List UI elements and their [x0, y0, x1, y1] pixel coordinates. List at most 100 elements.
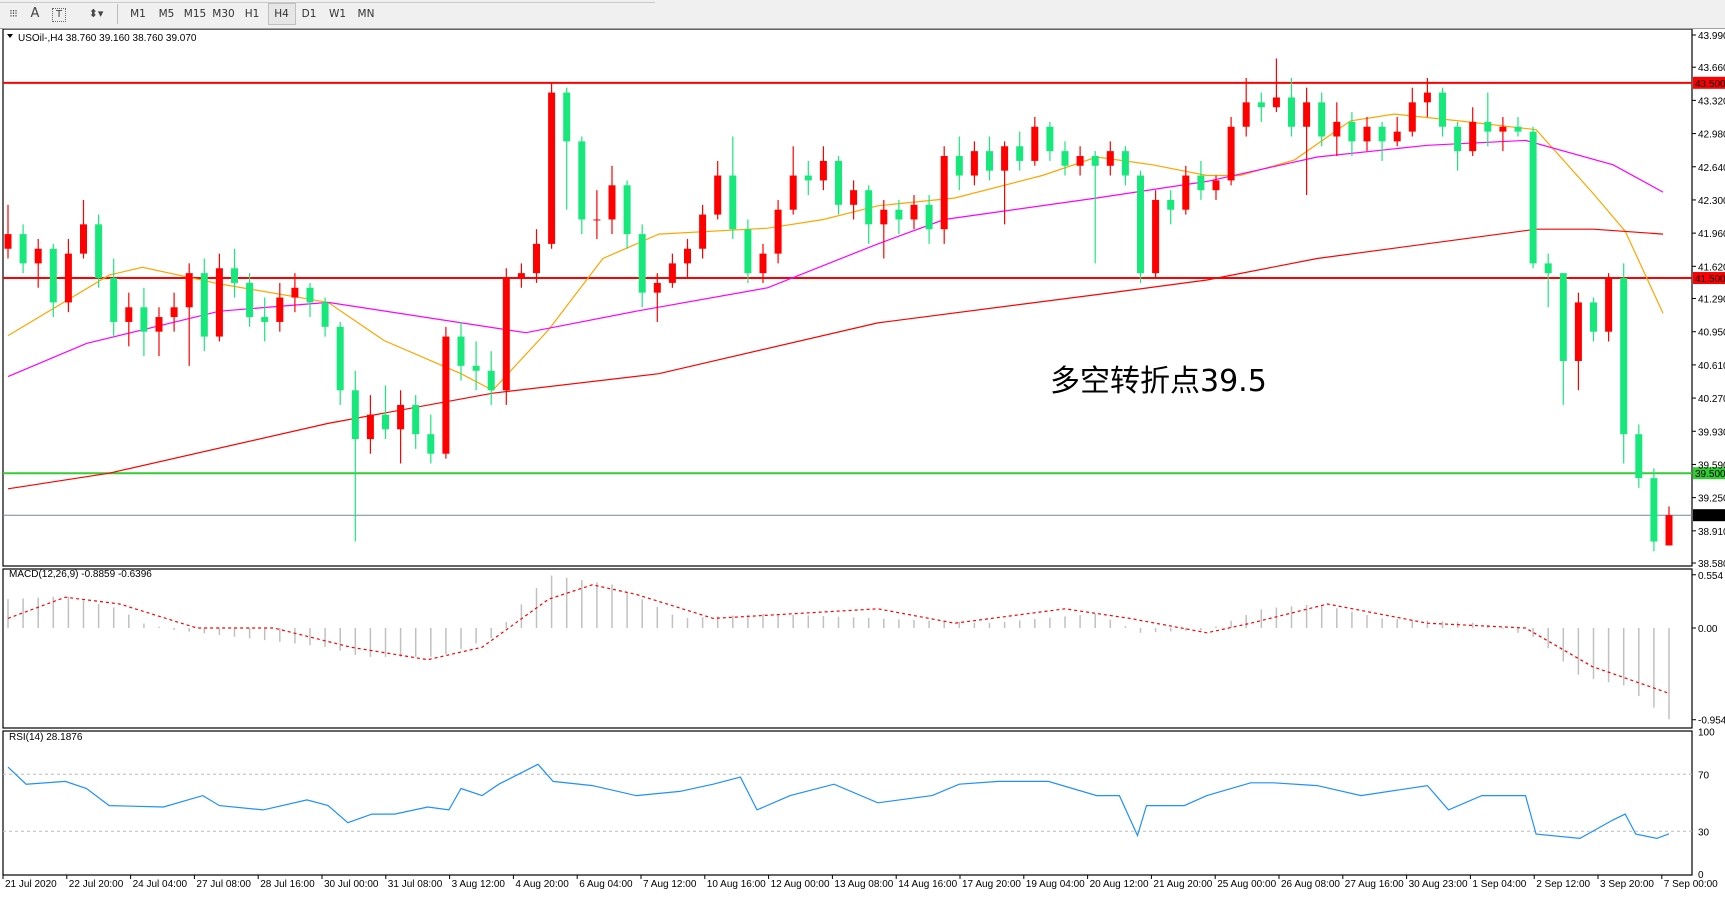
candle-body [835, 160, 842, 205]
candle-body [789, 175, 797, 210]
timeframe-d1[interactable]: D1 [301, 8, 317, 20]
candle-body [382, 414, 389, 430]
text-a-icon[interactable]: A [30, 6, 40, 21]
candle-body [1106, 151, 1114, 166]
candle-body [578, 141, 586, 220]
candle-body [80, 224, 87, 254]
macd-signal-line [7, 584, 1670, 694]
timeframe-h1[interactable]: H1 [244, 8, 260, 20]
candle-body [638, 234, 646, 293]
toolbar-separator [117, 4, 118, 24]
candle-body [1574, 302, 1582, 361]
candle-body [1031, 126, 1039, 161]
candle-body [1061, 151, 1069, 166]
price-tick-label: 42.300 [1698, 196, 1725, 207]
price-tag-bg [1693, 272, 1725, 285]
price-tick-label: 43.320 [1698, 96, 1725, 107]
candle-body [925, 204, 933, 230]
price-tick-label: 41.960 [1698, 229, 1725, 240]
collapse-triangle-icon[interactable] [7, 34, 13, 38]
candle-body [714, 175, 722, 215]
time-tick-label: 1 Sep 04:00 [1472, 879, 1526, 890]
time-tick-label: 30 Aug 23:00 [1409, 879, 1468, 890]
macd-panel: 0.554 0.00 -0.9545 [7, 571, 1725, 727]
candle-body [1514, 126, 1522, 132]
timeframe-w1[interactable]: W1 [328, 8, 347, 20]
moving-average-line [7, 228, 1664, 490]
candle-body [1529, 131, 1537, 264]
candle-body [502, 278, 510, 391]
candle-body [593, 219, 601, 221]
candle-body [1272, 97, 1280, 108]
price-tag-label: 39.070 [1695, 511, 1725, 522]
timeframe-m15[interactable]: M15 [183, 8, 207, 20]
candle-body [1393, 131, 1401, 142]
time-axis: 21 Jul 2020 22 Jul 20:00 24 Jul 04:00 27 Ju… [2, 875, 1718, 890]
candle-body [1484, 121, 1492, 132]
candle-body [865, 190, 873, 225]
grid-icon[interactable]: ⁝⁝⁝ [9, 7, 18, 20]
candle-body [986, 151, 993, 171]
timeframe-m1[interactable]: M1 [130, 8, 146, 20]
arrows-icon[interactable]: ⬍▾ [88, 7, 104, 20]
candle-body [487, 370, 495, 391]
moving-average-line [7, 139, 1664, 378]
panel-frames [2, 29, 1693, 876]
rsi-tick-label: 30 [1698, 827, 1710, 838]
candles [4, 58, 1673, 552]
time-tick-label: 27 Aug 16:00 [1345, 879, 1404, 890]
time-tick-label: 4 Aug 20:00 [515, 879, 569, 890]
rsi-panel-frame [2, 730, 1693, 876]
candle-body [1333, 121, 1341, 137]
candle-body [684, 248, 691, 264]
price-tag-label: 43.500 [1695, 79, 1725, 90]
candle-body [306, 287, 314, 303]
candle-body [215, 268, 223, 337]
timeframe-mn[interactable]: MN [357, 8, 375, 20]
candle-body [291, 287, 299, 298]
candle-body [1439, 92, 1446, 127]
candle-body [170, 307, 178, 318]
candle-body [140, 307, 148, 332]
time-tick-label: 10 Aug 16:00 [707, 879, 766, 890]
price-tick-label: 39.250 [1698, 494, 1725, 505]
time-tick-label: 30 Jul 00:00 [324, 879, 379, 890]
macd-title: MACD(12,26,9) -0.8859 -0.6396 [9, 569, 152, 580]
candle-body [1257, 102, 1265, 108]
price-tick-label: 40.610 [1698, 361, 1725, 372]
text-label-icon[interactable]: T [52, 8, 66, 22]
price-tick-label: 40.950 [1698, 328, 1725, 339]
candle-body [668, 263, 676, 283]
candle-body [699, 214, 707, 249]
candle-body [155, 317, 163, 332]
macd-panel-frame [2, 568, 1693, 729]
price-tag-bg [1693, 76, 1725, 89]
candle-body [1605, 278, 1613, 332]
time-tick-label: 12 Aug 00:00 [771, 879, 830, 890]
price-tick-label: 39.930 [1698, 427, 1725, 438]
candle-body [895, 209, 903, 220]
candle-body [125, 307, 133, 322]
candle-body [608, 185, 616, 220]
candle-body [1318, 102, 1326, 137]
timeframe-h4[interactable]: H4 [267, 3, 296, 25]
candle-body [1544, 263, 1552, 274]
candle-body [246, 282, 254, 318]
candle-body [427, 434, 435, 454]
toolbar: ⁝⁝⁝ A T ⬍▾ M1 M5 M15 M30 H1 H4 D1 W1 MN [0, 0, 1725, 29]
time-tick-label: 6 Aug 04:00 [579, 879, 633, 890]
rsi-tick-label: 0 [1698, 870, 1704, 881]
candle-body [1454, 126, 1462, 152]
timeframe-m30[interactable]: M30 [212, 8, 235, 20]
time-tick-label: 3 Aug 12:00 [452, 879, 506, 890]
candle-body [1378, 126, 1386, 142]
candle-body [1620, 278, 1628, 435]
candle-body [517, 273, 525, 279]
price-tick-label: 43.990 [1698, 31, 1725, 42]
time-tick-label: 3 Sep 20:00 [1600, 879, 1654, 890]
time-tick-label: 26 Aug 08:00 [1281, 879, 1340, 890]
timeframe-m5[interactable]: M5 [158, 8, 175, 20]
candle-body [970, 151, 978, 176]
